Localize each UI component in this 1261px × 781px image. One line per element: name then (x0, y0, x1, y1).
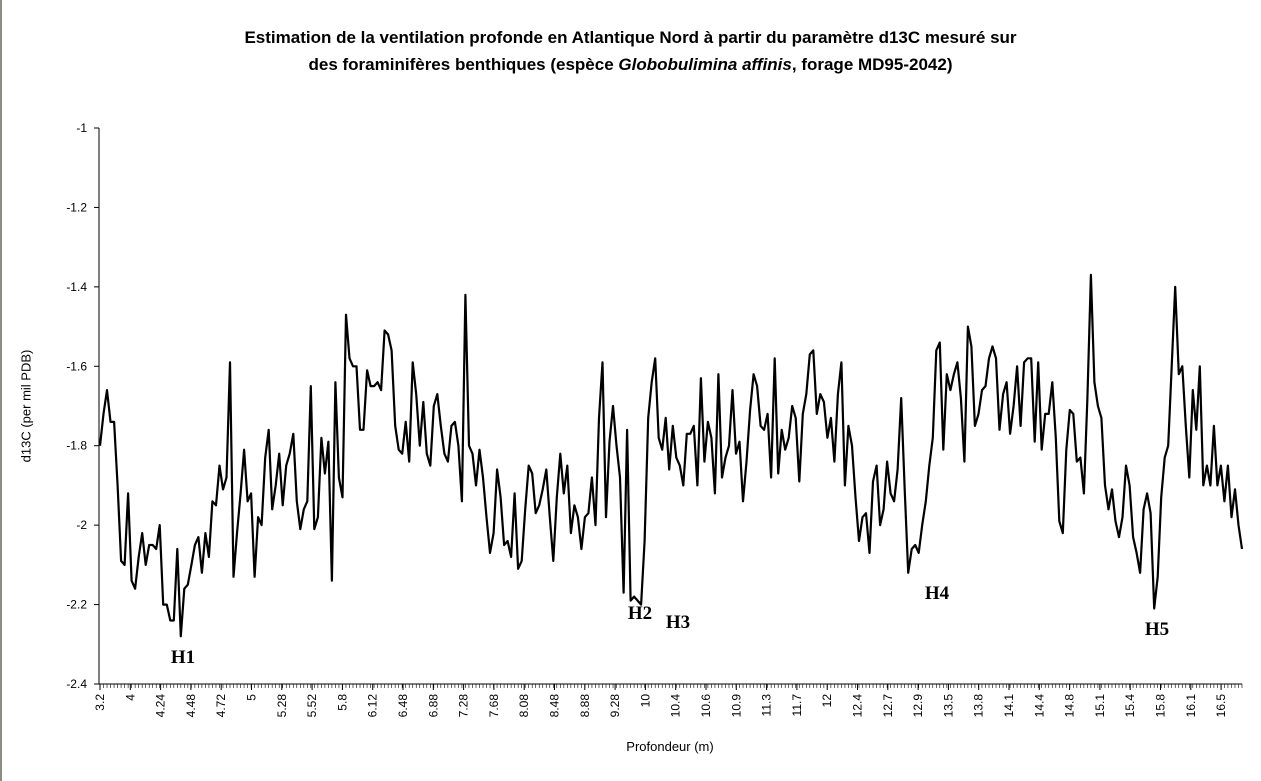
x-tick-label: 12.4 (851, 694, 865, 718)
x-tick-label: 8.48 (548, 694, 562, 718)
title-species: Globobulimina affinis (618, 55, 792, 74)
chart-title-line1: Estimation de la ventilation profonde en… (244, 28, 1017, 47)
y-tick-label: -1.8 (66, 439, 87, 453)
title-part: , forage MD95-2042) (791, 55, 953, 74)
x-tick-label: 8.88 (578, 694, 592, 718)
x-tick-label: 6.88 (426, 694, 440, 718)
x-tick-label: 5.28 (275, 694, 289, 718)
y-tick-label: -1 (76, 121, 87, 135)
x-tick-label: 16.1 (1184, 694, 1198, 718)
x-tick-label: 13.8 (972, 694, 986, 718)
y-tick-label: -2 (76, 518, 87, 532)
event-label-h1: H1 (171, 647, 195, 668)
x-axis-label: Profondeur (m) (626, 739, 714, 754)
x-tick-label: 5.8 (335, 694, 349, 711)
chart-title-line2: des foraminifères benthiques (espèce Glo… (0, 51, 1261, 78)
d13c-series-line (98, 273, 1244, 638)
x-tick-label: 12 (820, 694, 834, 708)
x-tick-label: 4 (123, 694, 137, 701)
x-tick-label: 15.1 (1093, 694, 1107, 718)
x-tick-label: 10.4 (669, 694, 683, 718)
x-tick-label: 14.1 (1002, 694, 1016, 718)
x-tick-label: 7.68 (487, 694, 501, 718)
y-tick-label: -1.2 (66, 200, 87, 214)
y-tick-label: -2.2 (66, 598, 87, 612)
event-label-h3: H3 (666, 612, 690, 633)
x-tick-label: 4.72 (214, 694, 228, 718)
x-tick-label: 7.28 (457, 694, 471, 718)
y-tick-label: -1.4 (66, 280, 87, 294)
x-tick-label: 4.48 (184, 694, 198, 718)
x-tick-label: 8.08 (517, 694, 531, 718)
x-tick-label: 6.12 (366, 694, 380, 718)
x-tick-label: 11.7 (790, 694, 804, 717)
x-tick-label: 13.5 (941, 694, 955, 718)
x-tick-label: 15.8 (1154, 694, 1168, 718)
event-label-h2: H2 (628, 603, 652, 624)
x-tick-label: 5.52 (305, 694, 319, 718)
x-tick-label: 9.28 (608, 694, 622, 718)
x-tick-label: 14.8 (1063, 694, 1077, 718)
x-tick-label: 10.9 (729, 694, 743, 718)
y-tick-label: -2.4 (66, 677, 87, 691)
x-tick-label: 5 (245, 694, 259, 701)
x-tick-label: 3.2 (93, 694, 107, 711)
x-tick-label: 6.48 (396, 694, 410, 718)
window-border (0, 0, 2, 781)
x-tick-label: 12.9 (911, 694, 925, 718)
chart-title: Estimation de la ventilation profonde en… (0, 24, 1261, 78)
x-tick-label: 10 (638, 694, 652, 708)
event-label-h5: H5 (1145, 619, 1169, 640)
y-tick-label: -1.6 (66, 359, 87, 373)
x-tick-label: 16.5 (1214, 694, 1228, 718)
x-tick-label: 12.7 (881, 694, 895, 718)
x-tick-label: 14.4 (1032, 694, 1046, 718)
x-tick-label: 15.4 (1123, 694, 1137, 718)
title-part: des foraminifères benthiques (espèce (308, 55, 619, 74)
x-tick-label: 10.6 (699, 694, 713, 718)
x-tick-label: 4.24 (154, 694, 168, 718)
event-label-h4: H4 (925, 583, 950, 604)
x-tick-label: 11.3 (760, 694, 774, 717)
